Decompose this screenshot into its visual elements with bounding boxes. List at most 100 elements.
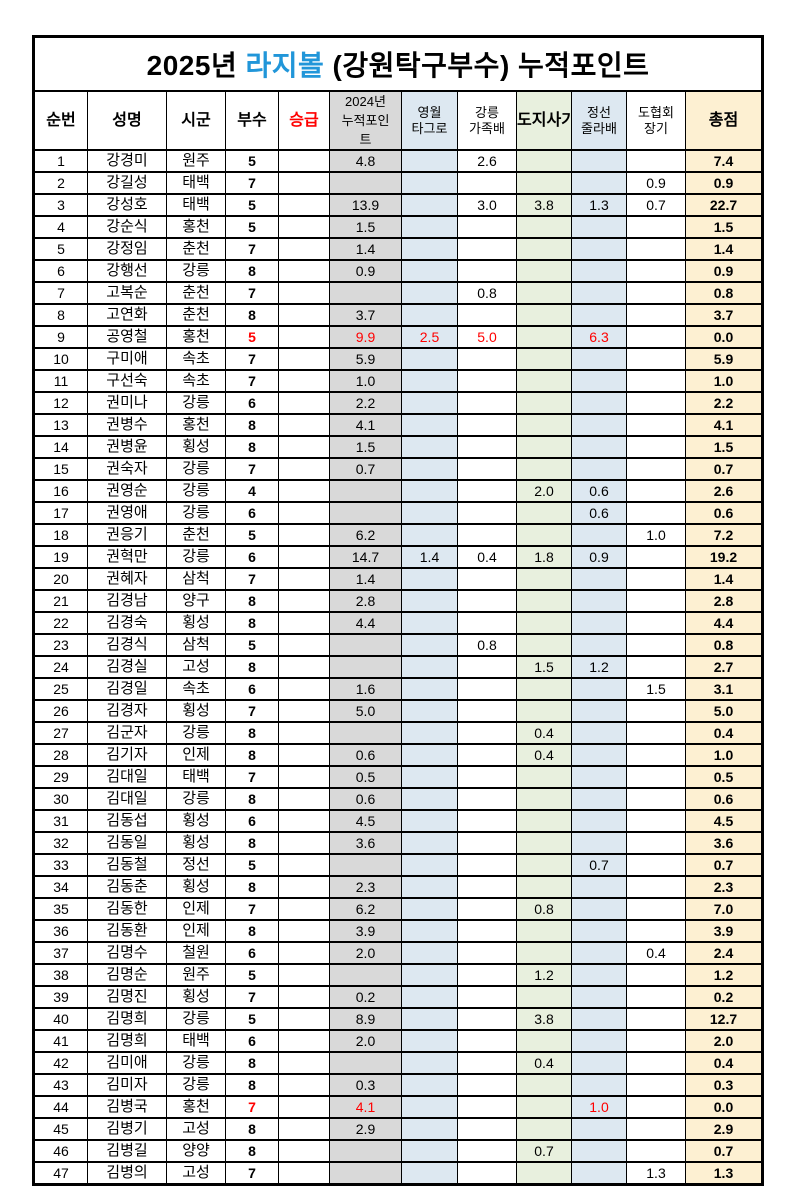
no-cell: 11 (33, 369, 88, 393)
js-cell (571, 875, 627, 899)
yw-cell (401, 1117, 458, 1141)
dh-cell: 0.9 (626, 171, 686, 195)
dh-cell (626, 853, 686, 877)
name-cell: 김병길 (87, 1139, 167, 1163)
gn-cell (457, 655, 517, 679)
js-cell (571, 963, 627, 987)
total-cell: 5.0 (684, 699, 764, 723)
busu-cell: 7 (225, 347, 279, 371)
yw-cell (401, 523, 458, 547)
p2024-cell: 4.1 (329, 413, 402, 437)
table-row: 7 고복순 춘천 7 0.8 0.8 (33, 281, 764, 305)
dj-cell: 2.0 (516, 479, 572, 503)
p2024-cell: 3.9 (329, 919, 402, 943)
city-cell: 홍천 (166, 413, 226, 437)
no-cell: 17 (33, 501, 88, 525)
city-cell: 고성 (166, 655, 226, 679)
table-row: 20 권혜자 삼척 7 1.4 1.4 (33, 567, 764, 591)
js-cell (571, 1007, 627, 1031)
total-cell: 4.5 (684, 809, 764, 833)
promo-cell (278, 721, 330, 745)
gn-cell (457, 567, 517, 591)
yw-cell (401, 1095, 458, 1119)
table-row: 22 김경숙 횡성 8 4.4 4.4 (33, 611, 764, 635)
city-cell: 강릉 (166, 259, 226, 283)
total-cell: 0.7 (684, 457, 764, 481)
dh-cell (626, 1095, 686, 1119)
busu-cell: 5 (225, 325, 279, 349)
col-header-js: 정선 줄라배 (571, 90, 627, 151)
yw-cell (401, 215, 458, 239)
promo-cell (278, 1051, 330, 1075)
js-cell (571, 171, 627, 195)
dj-cell (516, 699, 572, 723)
promo-cell (278, 633, 330, 657)
no-cell: 31 (33, 809, 88, 833)
name-cell: 김경자 (87, 699, 167, 723)
total-cell: 0.9 (684, 259, 764, 283)
p2024-cell: 1.5 (329, 215, 402, 239)
p2024-cell: 6.2 (329, 523, 402, 547)
no-cell: 24 (33, 655, 88, 679)
table-row: 47 김병의 고성 7 1.3 1.3 (33, 1161, 764, 1186)
total-cell: 1.2 (684, 963, 764, 987)
dh-cell: 1.0 (626, 523, 686, 547)
busu-cell: 7 (225, 897, 279, 921)
busu-cell: 5 (225, 853, 279, 877)
name-cell: 김경숙 (87, 611, 167, 635)
table-row: 4 강순식 홍천 5 1.5 1.5 (33, 215, 764, 239)
js-cell (571, 457, 627, 481)
total-cell: 22.7 (684, 193, 764, 217)
promo-cell (278, 281, 330, 305)
yw-cell (401, 743, 458, 767)
busu-cell: 7 (225, 457, 279, 481)
yw-cell (401, 281, 458, 305)
dj-cell (516, 809, 572, 833)
name-cell: 고연화 (87, 303, 167, 327)
busu-cell: 7 (225, 765, 279, 789)
promo-cell (278, 567, 330, 591)
city-cell: 춘천 (166, 303, 226, 327)
p2024-cell (329, 853, 402, 877)
yw-cell (401, 1051, 458, 1075)
busu-cell: 6 (225, 1029, 279, 1053)
busu-cell: 8 (225, 787, 279, 811)
js-cell (571, 215, 627, 239)
table-row: 26 김경자 횡성 7 5.0 5.0 (33, 699, 764, 723)
table-row: 2 강길성 태백 7 0.9 0.9 (33, 171, 764, 195)
yw-cell (401, 303, 458, 327)
dj-cell: 1.5 (516, 655, 572, 679)
dj-cell (516, 919, 572, 943)
yw-cell (401, 1139, 458, 1163)
gn-cell (457, 435, 517, 459)
dj-cell (516, 875, 572, 899)
total-cell: 1.4 (684, 237, 764, 261)
dh-cell (626, 457, 686, 481)
p2024-cell: 3.6 (329, 831, 402, 855)
no-cell: 7 (33, 281, 88, 305)
no-cell: 9 (33, 325, 88, 349)
js-cell (571, 391, 627, 415)
gn-cell (457, 1117, 517, 1141)
total-cell: 2.7 (684, 655, 764, 679)
city-cell: 춘천 (166, 237, 226, 261)
name-cell: 권응기 (87, 523, 167, 547)
dj-cell (516, 765, 572, 789)
city-cell: 철원 (166, 941, 226, 965)
dh-cell: 1.5 (626, 677, 686, 701)
busu-cell: 7 (225, 1095, 279, 1119)
busu-cell: 7 (225, 171, 279, 195)
total-cell: 0.8 (684, 633, 764, 657)
p2024-cell (329, 655, 402, 679)
js-cell (571, 699, 627, 723)
dh-cell: 0.7 (626, 193, 686, 217)
busu-cell: 8 (225, 875, 279, 899)
busu-cell: 8 (225, 589, 279, 613)
table-row: 16 권영순 강릉 4 2.0 0.6 2.6 (33, 479, 764, 503)
name-cell: 강순식 (87, 215, 167, 239)
promo-cell (278, 1007, 330, 1031)
total-cell: 7.0 (684, 897, 764, 921)
city-cell: 고성 (166, 1161, 226, 1186)
total-cell: 0.3 (684, 1073, 764, 1097)
city-cell: 횡성 (166, 985, 226, 1009)
